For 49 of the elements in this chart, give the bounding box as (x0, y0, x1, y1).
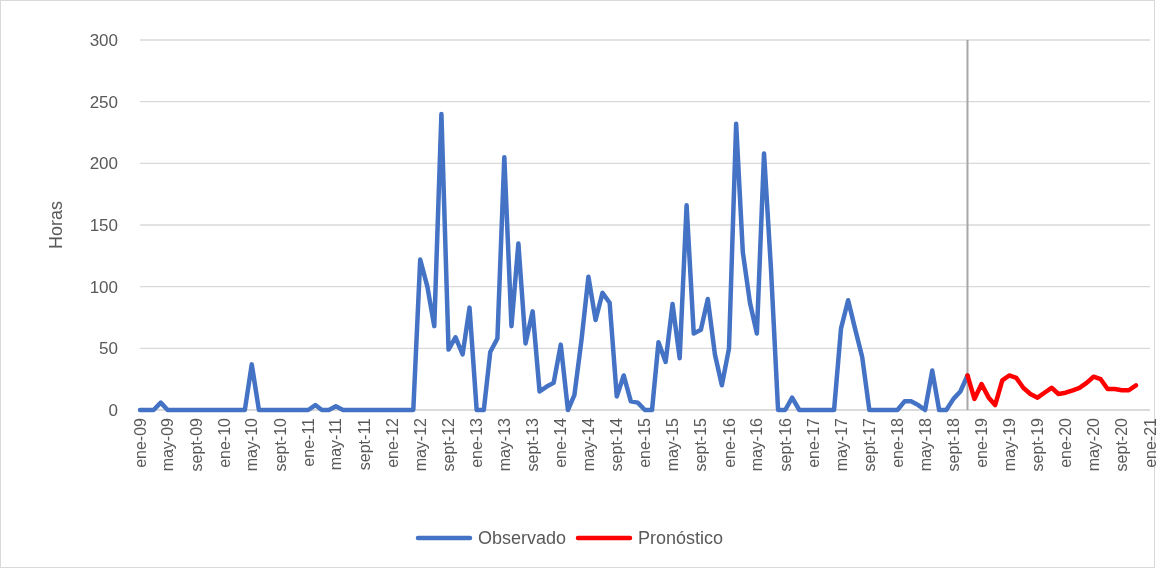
x-tick-label: may-14 (580, 417, 598, 472)
x-tick-label: ene-21 (1141, 417, 1159, 468)
y-tick-label: 0 (108, 400, 118, 420)
y-tick-label: 150 (89, 215, 118, 235)
x-tick-label: sept-09 (187, 417, 205, 472)
x-tick-label: sept-14 (608, 417, 626, 472)
x-tick-label: may-15 (664, 417, 682, 472)
line-series (137, 111, 970, 413)
y-tick-label: 100 (89, 277, 118, 297)
x-tick-label: sept-15 (692, 417, 710, 472)
x-tick-label: ene-13 (468, 417, 486, 468)
y-tick-label: 200 (89, 154, 118, 174)
y-tick-label: 250 (89, 92, 118, 112)
x-tick-label: may-12 (411, 417, 429, 472)
x-tick-label: sept-19 (1029, 417, 1047, 472)
x-tick-label: sept-10 (271, 417, 289, 472)
x-tick-label: ene-17 (804, 417, 822, 468)
x-tick-label: ene-20 (1057, 417, 1075, 468)
legend-label: Pronóstico (638, 528, 724, 549)
x-tick-label: sept-16 (776, 417, 794, 472)
x-tick-label: ene-18 (889, 417, 907, 468)
x-tick-label: may-10 (243, 417, 261, 472)
x-tick-label: may-18 (916, 417, 934, 472)
y-tick-label: 300 (89, 30, 118, 50)
x-tick-label: ene-19 (973, 417, 991, 468)
x-tick-label: ene-12 (383, 417, 401, 468)
x-tick-label: ene-10 (215, 417, 233, 468)
y-axis-title: Horas (46, 200, 66, 250)
x-tick-label: may-13 (495, 417, 513, 472)
x-tick-label: sept-11 (355, 417, 373, 471)
x-tick-label: may-11 (327, 417, 345, 471)
x-tick-label: sept-18 (945, 417, 963, 472)
x-tick-label: ene-09 (131, 417, 149, 468)
x-tick-label: sept-17 (860, 417, 878, 472)
legend-label: Observado (478, 528, 567, 549)
x-tick-label: may-16 (748, 417, 766, 472)
y-tick-label: 50 (99, 339, 118, 359)
x-tick-label: sept-12 (440, 417, 458, 472)
x-tick-label: may-17 (832, 417, 850, 472)
x-tick-label: may-20 (1085, 417, 1103, 472)
x-tick-label: ene-15 (636, 417, 654, 468)
line-series (965, 373, 1139, 408)
x-tick-label: may-19 (1000, 417, 1018, 472)
x-tick-label: ene-11 (299, 417, 317, 467)
x-tick-label: ene-16 (720, 417, 738, 468)
x-tick-label: may-09 (159, 417, 177, 472)
x-tick-label: sept-20 (1113, 417, 1131, 472)
x-tick-label: ene-14 (552, 417, 570, 468)
x-tick-label: sept-13 (524, 417, 542, 472)
